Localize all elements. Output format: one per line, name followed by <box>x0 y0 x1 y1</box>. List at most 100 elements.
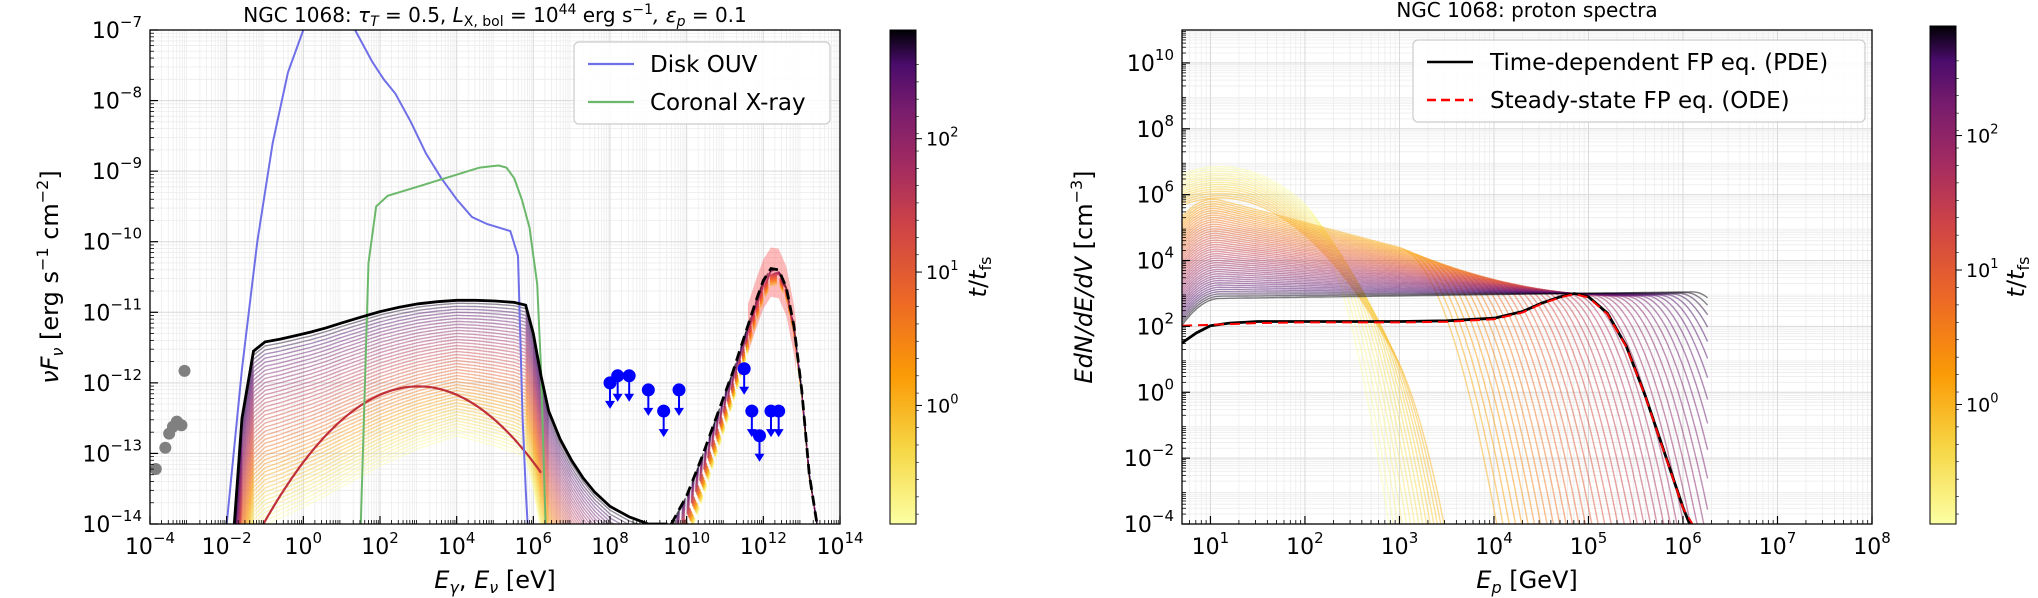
time-curve <box>260 432 541 524</box>
right-axis-ticks: 101 102 103 104 105 106 107 108 10−4 10−2 100 102 10… <box>1124 31 1891 560</box>
proton-time-curve <box>1182 223 1567 524</box>
proton-time-curve <box>1182 194 1442 524</box>
series-line-2 <box>232 298 668 524</box>
x-tick-label: 108 <box>591 529 629 560</box>
y-tick-label: 102 <box>1136 309 1174 340</box>
left-x-axis-label: Eγ, Eν [eV] <box>434 566 556 597</box>
left-legend-label-disk: Disk OUV <box>650 52 758 78</box>
proton-time-curve <box>1182 246 1632 524</box>
upper-limit-arrowhead <box>766 429 776 438</box>
proton-time-curve <box>1182 214 1542 524</box>
proton-time-curve <box>1182 174 1408 524</box>
y-tick-label: 10−8 <box>92 84 142 115</box>
gamma-uncertainty-band <box>748 247 796 371</box>
left-chart-title: NGC 1068: τT = 0.5, LX, bol = 1044 erg s… <box>243 2 747 30</box>
colorbar-tick-label: 101 <box>926 259 958 284</box>
proton-time-curve <box>1182 183 1424 524</box>
time-curve <box>249 410 546 524</box>
series-line-0 <box>225 30 529 524</box>
right-y-axis-label: EdN/dE/dV [cm−3] <box>1067 170 1098 383</box>
right-chart: 101 102 103 104 105 106 107 10810−410−210010210… <box>1067 0 2033 597</box>
time-curve <box>239 359 568 524</box>
time-curve <box>242 380 557 524</box>
proton-time-curve <box>1182 268 1698 524</box>
left-colorbar-bar <box>889 29 917 525</box>
proton-time-curve <box>1182 239 1612 524</box>
time-curve <box>233 302 640 524</box>
y-tick-label: 10−10 <box>82 225 142 256</box>
upper-limit-arrowhead <box>658 429 669 438</box>
colorbar-tick-label: 100 <box>926 392 958 417</box>
proton-time-curve <box>1182 170 1399 524</box>
series-line-3 <box>670 266 819 524</box>
time-curve <box>239 362 566 524</box>
proton-time-curve <box>1182 188 1431 524</box>
right-colorbar: 100 101 102 t/tfs <box>1929 25 2033 525</box>
grey-data-point <box>178 364 191 377</box>
time-curve <box>240 368 563 524</box>
right-legend: Time-dependent FP eq. (PDE) Steady-state… <box>1412 39 1866 123</box>
left-axis-ticks: 10−4 10−2 100 102 104 106 108 1010 1012 1014 10−14… <box>82 13 863 560</box>
time-curve <box>237 341 581 524</box>
x-tick-label: 102 <box>361 529 399 560</box>
time-curve <box>247 401 549 524</box>
left-colorbar-ticks: 100 101 102 <box>916 64 958 515</box>
x-tick-label: 108 <box>1853 529 1891 560</box>
x-tick-label: 10−4 <box>125 529 175 560</box>
upper-limit-arrowhead <box>643 407 654 416</box>
proton-time-curve <box>1182 232 1593 524</box>
grey-data-point <box>150 462 162 475</box>
proton-time-curve <box>1182 181 1420 524</box>
y-tick-label: 10−13 <box>82 436 142 467</box>
time-curve <box>237 338 583 524</box>
time-curve <box>235 323 598 524</box>
grey-data-point <box>159 441 172 454</box>
proton-time-curve <box>1182 197 1445 524</box>
time-curve <box>243 383 555 524</box>
grey-data-point <box>175 419 188 432</box>
upper-limit-arrowhead <box>612 393 623 402</box>
colorbar-tick-label: 101 <box>1966 257 1998 282</box>
time-curve <box>248 404 548 524</box>
upper-limit-arrowhead <box>754 453 765 462</box>
proton-time-curve <box>1182 243 1625 524</box>
y-tick-label: 10−11 <box>82 295 142 326</box>
y-tick-label: 1010 <box>1127 46 1174 77</box>
proton-time-curve <box>1182 225 1574 524</box>
x-tick-label: 105 <box>1570 529 1608 560</box>
proton-time-curve <box>1182 218 1555 524</box>
proton-time-curve <box>1182 166 1390 524</box>
x-tick-label: 106 <box>515 529 553 560</box>
y-tick-label: 106 <box>1136 178 1174 209</box>
time-curve <box>243 386 554 524</box>
time-curve <box>256 429 542 524</box>
x-tick-label: 107 <box>1759 529 1797 560</box>
right-legend-label-ode: Steady-state FP eq. (ODE) <box>1490 88 1790 114</box>
proton-time-curve <box>1182 270 1705 524</box>
right-legend-box <box>1412 39 1866 123</box>
x-tick-label: 102 <box>1286 529 1324 560</box>
proton-time-curve <box>1182 200 1504 524</box>
right-colorbar-label: t/tfs <box>2002 257 2033 298</box>
y-tick-label: 10−7 <box>92 13 142 44</box>
left-legend: Disk OUV Coronal X-ray <box>573 41 831 125</box>
colorbar-tick-label: 102 <box>926 126 958 151</box>
left-legend-label-xray: Coronal X-ray <box>650 90 806 116</box>
proton-time-curve <box>1182 291 1708 326</box>
proton-time-curve <box>1182 255 1658 524</box>
y-tick-label: 10−9 <box>92 154 142 185</box>
x-tick-label: 103 <box>1381 529 1419 560</box>
time-curve <box>248 407 547 524</box>
proton-time-curve <box>1182 261 1678 524</box>
right-series <box>1182 292 1694 524</box>
upper-limit-arrowhead <box>773 429 784 438</box>
upper-limit-arrowhead <box>746 429 757 438</box>
proton-time-curve <box>1182 186 1428 524</box>
time-curve <box>236 329 591 524</box>
x-tick-label: 104 <box>438 529 476 560</box>
proton-time-curve <box>1182 221 1561 524</box>
left-legend-box <box>573 41 831 125</box>
series-line-1 <box>1182 293 1694 524</box>
x-tick-label: 104 <box>1475 529 1513 560</box>
proton-time-curve <box>1182 237 1606 524</box>
